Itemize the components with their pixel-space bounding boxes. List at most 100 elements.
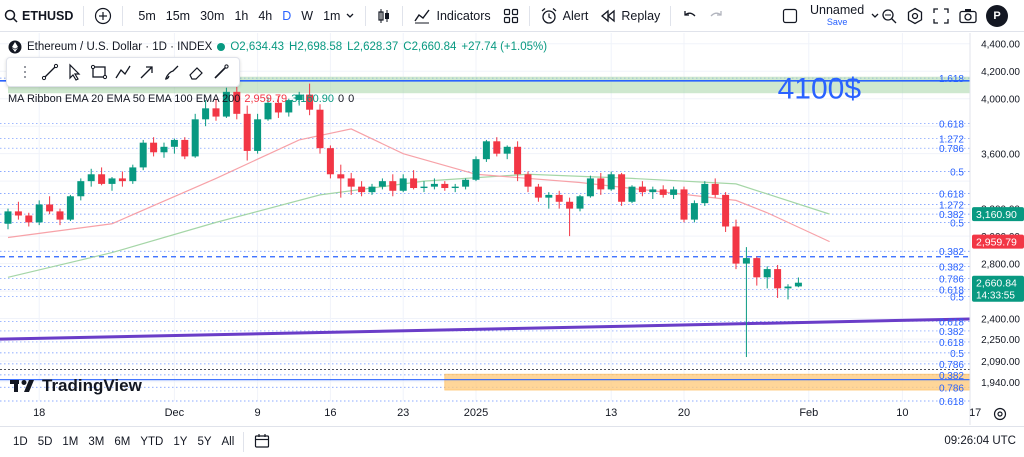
timeframe-30m[interactable]: 30m — [200, 8, 225, 23]
candle-body — [358, 186, 366, 193]
price-tick-label: 2,250.00 — [981, 335, 1020, 346]
layouts-button[interactable] — [497, 0, 525, 32]
candle-body — [222, 91, 230, 117]
candle-body — [410, 178, 418, 189]
divider — [365, 5, 367, 26]
drag-handle-icon[interactable] — [15, 62, 35, 82]
save-link[interactable]: Save — [826, 17, 848, 27]
range-5d[interactable]: 5D — [37, 436, 53, 448]
candle-body — [46, 204, 54, 212]
chart-type-button[interactable] — [370, 0, 398, 32]
purple-trendline — [0, 317, 971, 341]
price-chart[interactable]: 4100$ 1.6180.6181.2720.7860.50.6181.2720.… — [0, 33, 1024, 425]
replay-button[interactable]: Replay — [594, 0, 666, 32]
alert-label: Alert — [562, 8, 589, 23]
open-value: O2,634.43 — [230, 41, 285, 53]
range-ytd[interactable]: YTD — [140, 436, 164, 448]
low-value: L2,628.37 — [347, 41, 399, 53]
compare-button[interactable] — [88, 0, 118, 32]
candle-body — [233, 91, 241, 114]
candle-body — [597, 178, 605, 190]
divider — [528, 5, 530, 26]
range-6m[interactable]: 6M — [114, 436, 131, 448]
timeframe-d[interactable]: D — [282, 8, 292, 23]
price-tick-label: 2,090.00 — [981, 357, 1020, 368]
time-tick-label: 9 — [254, 407, 261, 419]
timeframe-w[interactable]: W — [301, 8, 314, 23]
utc-clock[interactable]: 09:26:04 UTC — [944, 435, 1016, 447]
fib-level-label: 0.382 — [939, 327, 964, 338]
candle-body — [389, 181, 397, 191]
fib-level-label: 0.618 — [939, 119, 964, 130]
time-axis[interactable]: 18 Dec 9 16 23 2025 13 20 Feb 10 17 — [0, 403, 1024, 425]
layout-name[interactable]: Unnamed Save — [804, 0, 870, 32]
eraser-icon[interactable] — [186, 62, 206, 82]
time-tick-label: Dec — [164, 407, 185, 419]
candle-body — [129, 167, 137, 182]
axis-settings-button[interactable] — [993, 407, 1007, 426]
bottom-toolbar: 1D 5D 1M 3M 6M YTD 1Y 5Y All 09:26:04 UT… — [0, 426, 1024, 457]
grid-icon — [503, 8, 518, 23]
timeframe-15m[interactable]: 15m — [165, 8, 191, 23]
range-1d[interactable]: 1D — [13, 436, 28, 448]
candle-body — [430, 183, 438, 187]
time-tick-label: 2025 — [463, 407, 489, 419]
camera-icon[interactable] — [958, 7, 978, 25]
rectangle-icon[interactable] — [89, 62, 109, 82]
fib-level-label: 0.382 — [939, 262, 964, 273]
trend-line-icon[interactable] — [40, 62, 60, 82]
time-tick-label: 17 — [969, 407, 982, 419]
tradingview-wordmark: TradingView — [42, 376, 142, 395]
redo-button[interactable] — [703, 0, 731, 32]
candle-body — [181, 139, 189, 157]
square-icon — [782, 8, 798, 24]
chevron-down-icon[interactable] — [870, 11, 880, 21]
range-1y[interactable]: 1Y — [173, 436, 188, 448]
candle-body — [368, 186, 376, 193]
cursor-icon[interactable] — [64, 62, 84, 82]
chart-area[interactable]: 4100$ 1.618 0.618 1.272 0.786 0.5 0.618 1.272 0.… — [0, 33, 1024, 425]
fib-level-label: 0.786 — [939, 383, 964, 394]
timeframe-4h[interactable]: 4h — [258, 8, 273, 23]
series-legend: Ethereum / U.S. Dollar · 1D · INDEX O2,6… — [8, 40, 547, 54]
candle-body — [493, 141, 501, 154]
series-title: Ethereum / U.S. Dollar · 1D · INDEX — [27, 41, 213, 53]
layout-menu[interactable]: Unnamed Save — [776, 0, 880, 32]
chevron-down-icon[interactable] — [345, 11, 355, 21]
alert-button[interactable]: Alert — [534, 0, 595, 32]
range-all[interactable]: All — [221, 436, 235, 448]
undo-button[interactable] — [675, 0, 703, 32]
ma-ribbon-legend[interactable]: MA Ribbon EMA 20 EMA 50 EMA 100 EMA 200 … — [8, 93, 354, 105]
range-1m[interactable]: 1M — [62, 436, 79, 448]
layout-checkbox[interactable] — [776, 0, 804, 32]
arrow-icon[interactable] — [137, 62, 157, 82]
add-symbol-icon — [95, 7, 112, 24]
path-icon[interactable] — [113, 62, 133, 82]
fullscreen-icon[interactable] — [932, 7, 950, 25]
range-3m[interactable]: 3M — [88, 436, 105, 448]
indicators-icon — [414, 9, 431, 23]
candle-body — [139, 142, 147, 168]
timeframe-5m[interactable]: 5m — [138, 8, 156, 23]
range-5y[interactable]: 5Y — [197, 436, 212, 448]
fib-level-label: 0.618 — [939, 190, 964, 201]
settings-icon[interactable] — [906, 7, 924, 25]
candle-body — [212, 108, 220, 117]
timeframe-1h[interactable]: 1h — [234, 8, 249, 23]
candle-body — [326, 148, 334, 175]
brush-icon[interactable] — [162, 62, 182, 82]
pencil-icon[interactable] — [211, 62, 231, 82]
candle-body — [316, 109, 324, 149]
price-badge — [972, 275, 1024, 302]
timeframe-1m[interactable]: 1m — [323, 8, 341, 23]
candle-body — [545, 194, 553, 198]
quick-search-icon[interactable] — [880, 7, 898, 25]
indicators-button[interactable]: Indicators — [407, 0, 496, 32]
alarm-clock-icon — [541, 7, 557, 24]
symbol-search[interactable]: ETHUSD — [0, 0, 79, 32]
avatar[interactable]: P — [986, 5, 1008, 27]
high-value: H2,698.58 — [289, 41, 343, 53]
ma-value-1: 2,959.79 — [244, 93, 288, 105]
date-range-button[interactable] — [248, 433, 276, 452]
candle-body — [534, 186, 542, 198]
